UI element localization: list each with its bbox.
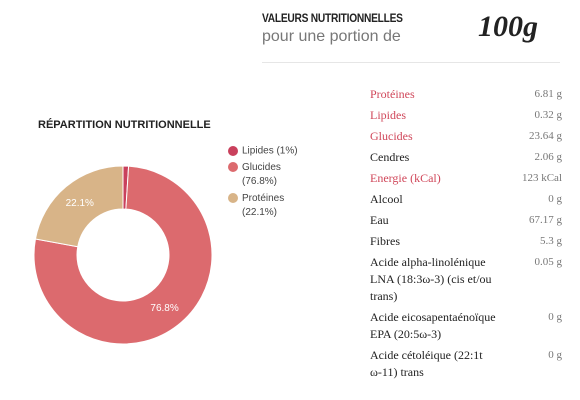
nutrient-value: 23.64 g xyxy=(529,130,562,142)
nutrient-name: Protéines xyxy=(370,87,415,101)
nutrient-value: 0 g xyxy=(548,193,562,205)
nutrient-value: 0.05 g xyxy=(534,256,563,268)
header-subtitle: pour une portion de xyxy=(262,28,401,45)
legend-label: Protéines (22.1%) xyxy=(242,193,284,218)
nutrient-value: 67.17 g xyxy=(529,214,562,226)
table-row: Protéines 6.81 g xyxy=(370,86,562,107)
nutrient-name: Fibres xyxy=(370,234,400,248)
portion: 100g xyxy=(478,10,538,43)
nutrient-name: Acide alpha-linolénique LNA (18:3ω-3) (c… xyxy=(370,255,492,303)
nutrient-name: Alcool xyxy=(370,192,403,206)
nutrient-value: 0.32 g xyxy=(534,109,563,121)
nutrition-table: Protéines 6.81 g Lipides 0.32 g Glucides 23.6… xyxy=(370,86,562,385)
nutrient-name: Lipides xyxy=(370,108,406,122)
header-title: VALEURS NUTRITIONNELLES xyxy=(262,11,403,25)
nutrient-name: Cendres xyxy=(370,150,410,164)
legend-label: Lipides (1%) xyxy=(242,146,298,157)
nutrient-name: Energie (kCal) xyxy=(370,171,441,185)
nutrient-value: 0 g xyxy=(548,349,562,361)
slice xyxy=(33,165,213,345)
table-row: Acide eicosapentaénoïque EPA (20:5ω-3) 0 … xyxy=(370,309,562,347)
table-row: Cendres 2.06 g xyxy=(370,149,562,170)
table-row: Lipides 0.32 g xyxy=(370,107,562,128)
slice-label: 22.1% xyxy=(66,198,94,209)
divider xyxy=(262,62,560,63)
nutrient-value: 0 g xyxy=(548,311,562,323)
table-row: Energie (kCal) 123 kCal xyxy=(370,170,562,191)
table-row: Eau 67.17 g xyxy=(370,212,562,233)
nutrient-name: Acide eicosapentaénoïque EPA (20:5ω-3) xyxy=(370,310,496,341)
table-row: Acide alpha-linolénique LNA (18:3ω-3) (c… xyxy=(370,254,562,309)
nutrient-name: Acide cétoléique (22:1t ω-11) trans xyxy=(370,348,483,379)
chart-title: RÉPARTITION NUTRITIONNELLE xyxy=(38,118,211,131)
nutrient-name: Glucides xyxy=(370,129,413,143)
slice-label: 76.8% xyxy=(150,303,178,314)
legend-marker xyxy=(228,146,238,156)
table-row: Alcool 0 g xyxy=(370,191,562,212)
nutrient-name: Eau xyxy=(370,213,389,227)
chart: RÉPARTITION NUTRITIONNELLE 76.8% 22.1% Lip… xyxy=(33,118,298,345)
nutrient-value: 123 kCal xyxy=(521,172,562,184)
table-row: Fibres 5.3 g xyxy=(370,233,562,254)
table-row: Acide cétoléique (22:1t ω-11) trans 0 g xyxy=(370,347,562,385)
nutrient-value: 2.06 g xyxy=(534,151,563,163)
legend-label: Glucides (76.8%) xyxy=(242,162,281,187)
legend-marker xyxy=(228,162,238,172)
slice xyxy=(34,165,124,248)
table-row: Glucides 23.64 g xyxy=(370,128,562,149)
nutrient-value: 6.81 g xyxy=(534,88,563,100)
legend-marker xyxy=(228,193,238,203)
nutrient-value: 5.3 g xyxy=(540,235,562,247)
